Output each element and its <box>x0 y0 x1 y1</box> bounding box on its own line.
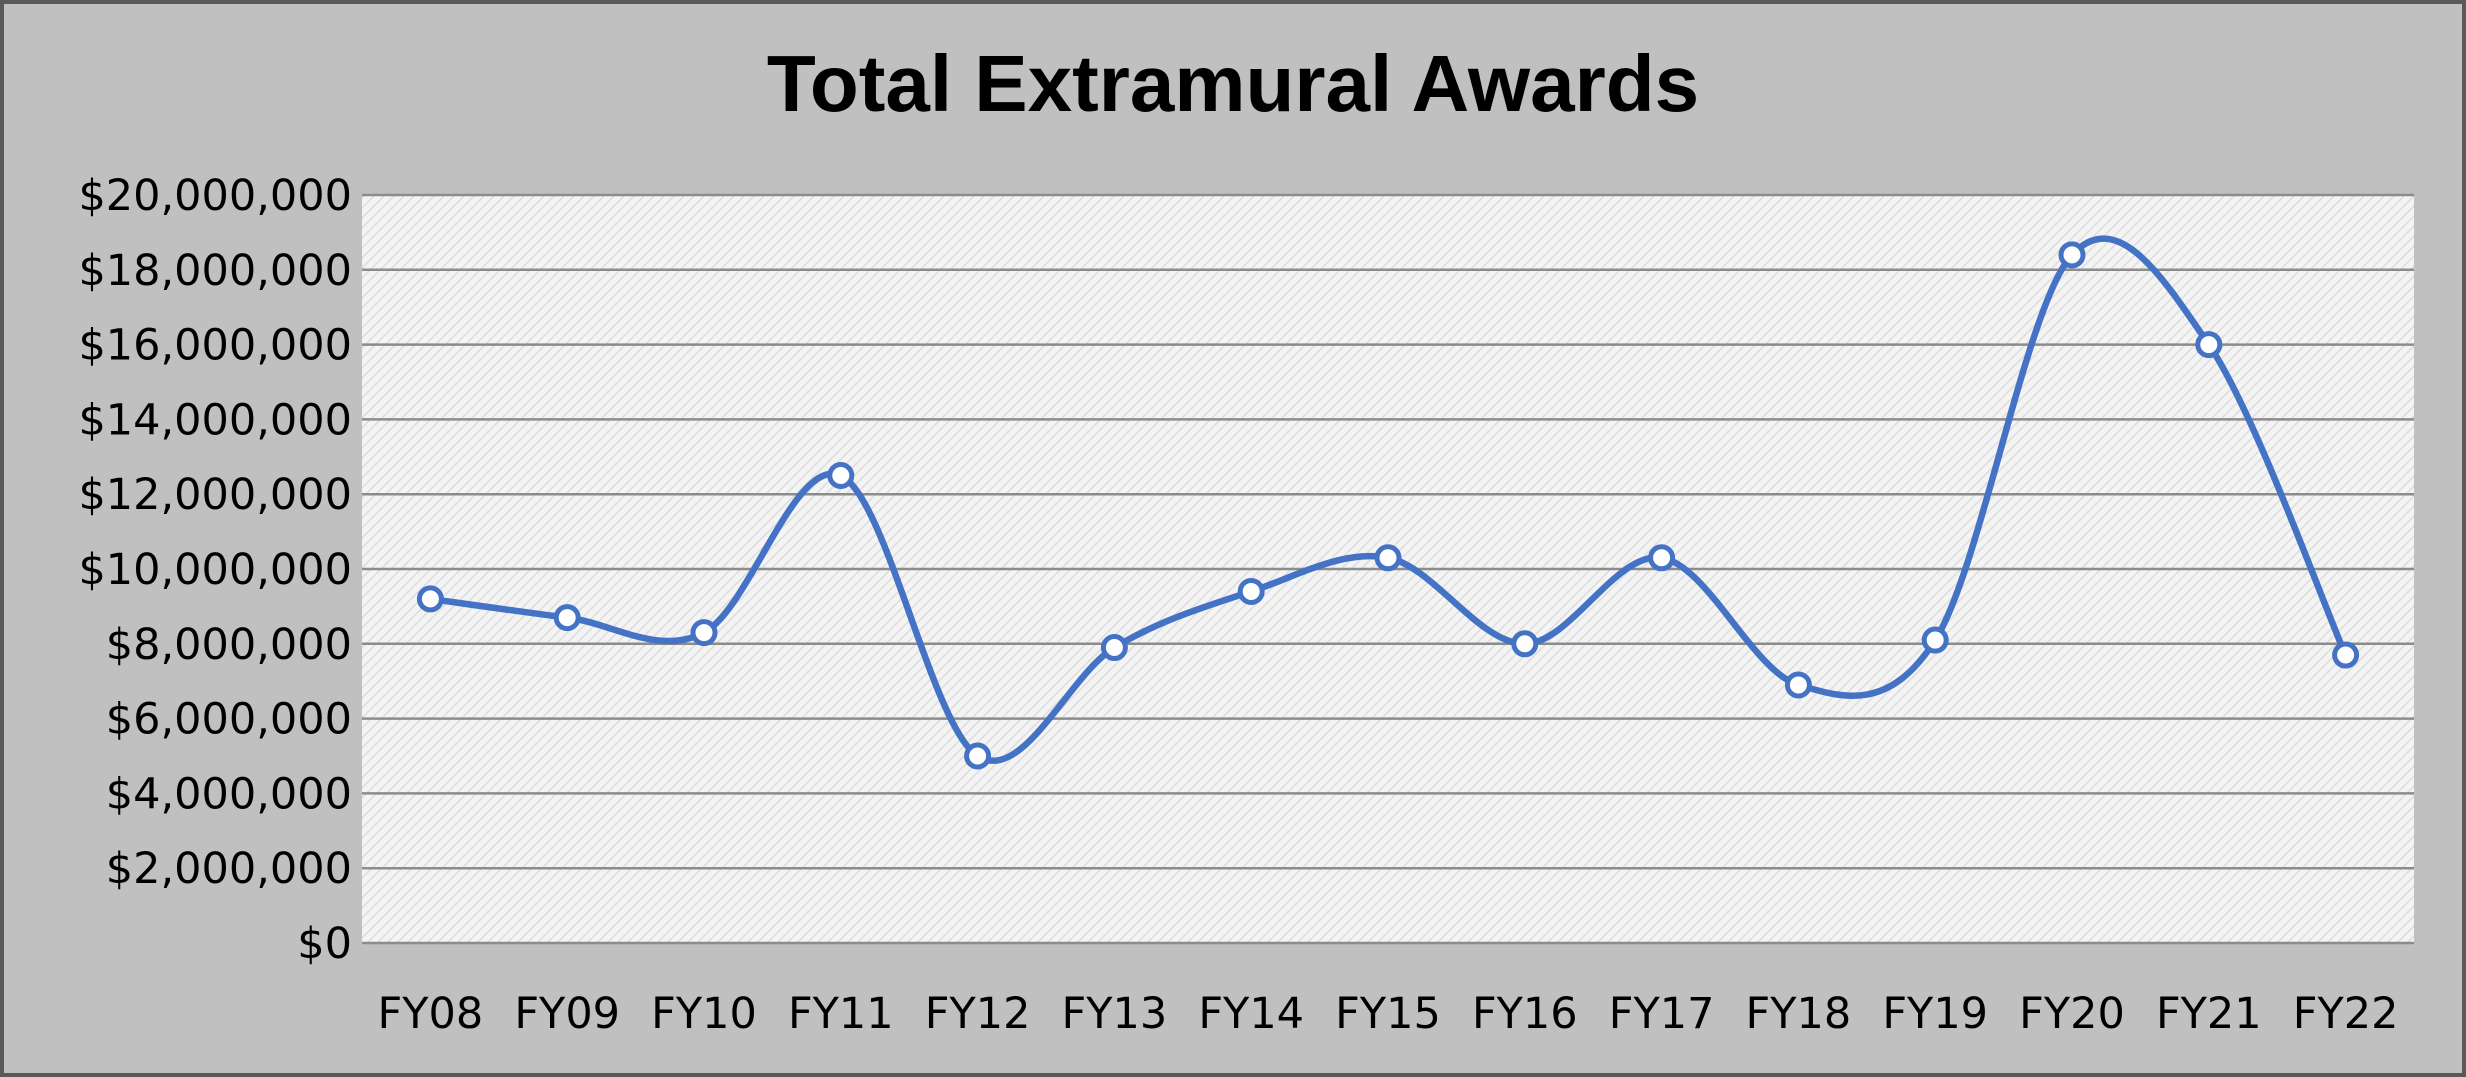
x-tick-label: FY22 <box>2293 989 2399 1039</box>
data-point <box>1921 626 1949 654</box>
x-axis: FY08 FY09 FY10 FY11 FY12 FY13 FY14 FY15 FY16 FY17… <box>378 989 2399 1039</box>
data-point <box>416 585 444 613</box>
x-tick-label: FY15 <box>1335 989 1441 1039</box>
y-tick-label: $8,000,000 <box>106 620 352 670</box>
markers <box>416 241 2360 770</box>
x-tick-label: FY20 <box>2019 989 2125 1039</box>
x-tick-label: FY18 <box>1746 989 1852 1039</box>
gridlines <box>362 193 2414 945</box>
x-tick-label: FY08 <box>378 989 484 1039</box>
x-tick-label: FY14 <box>1198 989 1304 1039</box>
data-point <box>2332 641 2360 669</box>
y-tick-label: $14,000,000 <box>78 395 352 445</box>
data-point <box>1784 671 1812 699</box>
data-point <box>1648 544 1676 572</box>
y-axis: $0 $2,000,000 $4,000,000 $6,000,000 $8,000,0… <box>78 171 352 969</box>
x-tick-label: FY16 <box>1472 989 1578 1039</box>
y-tick-label: $6,000,000 <box>106 695 352 745</box>
x-tick-label: FY17 <box>1609 989 1715 1039</box>
y-tick-label: $16,000,000 <box>78 321 352 371</box>
data-point <box>690 619 718 647</box>
x-tick-label: FY11 <box>788 989 894 1039</box>
y-tick-label: $10,000,000 <box>78 545 352 595</box>
data-point <box>1237 577 1265 605</box>
data-point <box>2195 331 2223 359</box>
x-tick-label: FY12 <box>925 989 1031 1039</box>
y-tick-label: $18,000,000 <box>78 246 352 296</box>
data-point <box>1374 544 1402 572</box>
data-point <box>1100 634 1128 662</box>
x-tick-label: FY19 <box>1882 989 1988 1039</box>
y-tick-label: $2,000,000 <box>106 844 352 894</box>
data-point <box>553 604 581 632</box>
x-tick-label: FY09 <box>514 989 620 1039</box>
data-point <box>1511 630 1539 658</box>
x-tick-label: FY13 <box>1062 989 1168 1039</box>
data-point <box>2058 241 2086 269</box>
y-tick-label: $4,000,000 <box>106 769 352 819</box>
y-tick-label: $12,000,000 <box>78 470 352 520</box>
data-point <box>827 462 855 489</box>
chart-title: Total Extramural Awards <box>766 39 1700 128</box>
y-tick-label: $0 <box>297 919 352 969</box>
data-point <box>964 742 992 770</box>
x-tick-label: FY10 <box>651 989 757 1039</box>
y-tick-label: $20,000,000 <box>78 171 352 221</box>
x-tick-label: FY21 <box>2156 989 2262 1039</box>
